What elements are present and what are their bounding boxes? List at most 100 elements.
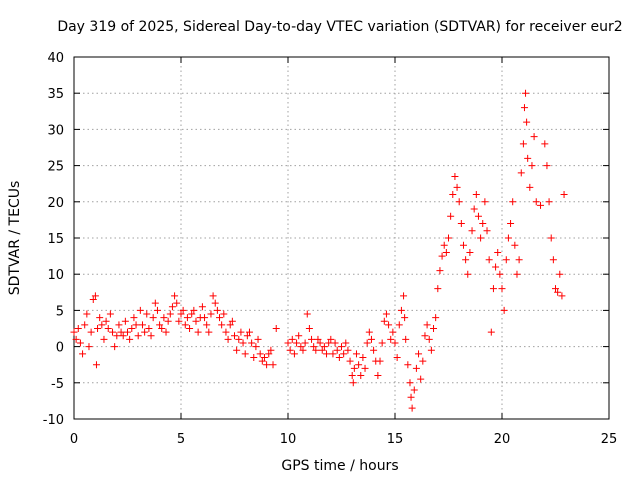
data-point <box>181 321 189 329</box>
data-point <box>209 292 217 300</box>
data-point <box>440 241 448 249</box>
data-point <box>224 335 232 343</box>
data-point <box>455 198 463 206</box>
y-tick-label: 40 <box>47 51 64 66</box>
data-point <box>252 343 260 351</box>
data-point <box>558 292 566 300</box>
data-point <box>250 353 258 361</box>
data-points <box>70 89 568 412</box>
data-point <box>474 212 482 220</box>
data-point <box>203 321 211 329</box>
data-point <box>218 321 226 329</box>
data-point <box>407 393 415 401</box>
data-point <box>459 241 467 249</box>
data-point <box>288 335 296 343</box>
data-point <box>295 332 303 340</box>
data-point <box>361 364 369 372</box>
y-tick-label: 20 <box>47 196 64 211</box>
data-point <box>228 317 236 325</box>
data-point <box>434 285 442 293</box>
x-tick-label: 0 <box>70 432 78 447</box>
data-point <box>492 263 500 271</box>
data-point <box>374 372 382 380</box>
data-point <box>205 328 213 336</box>
data-point <box>498 285 506 293</box>
data-point <box>494 248 502 256</box>
data-point <box>192 317 200 325</box>
data-point <box>263 361 271 369</box>
y-tick-label: 35 <box>47 87 64 102</box>
data-point <box>401 314 409 322</box>
data-point <box>162 328 170 336</box>
data-point <box>164 317 172 325</box>
data-point <box>511 241 519 249</box>
data-point <box>121 317 129 325</box>
data-point <box>528 162 536 170</box>
data-point <box>335 353 343 361</box>
data-point <box>442 248 450 256</box>
data-point <box>320 343 328 351</box>
data-point <box>100 335 108 343</box>
data-point <box>179 306 187 314</box>
data-point <box>445 234 452 242</box>
data-point <box>201 314 209 322</box>
data-point <box>427 346 435 354</box>
data-point <box>417 375 425 383</box>
data-point <box>333 346 341 354</box>
data-point <box>425 335 433 343</box>
data-point <box>239 339 247 347</box>
data-point <box>186 325 194 332</box>
data-point <box>421 332 429 340</box>
data-point <box>436 267 444 275</box>
data-point <box>226 321 234 329</box>
data-point <box>297 343 305 351</box>
data-point <box>357 372 365 380</box>
data-point <box>359 353 367 361</box>
data-point <box>267 346 275 354</box>
data-point <box>153 306 161 314</box>
x-tick-labels: 0 5 10 15 20 25 <box>70 432 617 447</box>
data-point <box>147 332 155 340</box>
data-point <box>136 306 144 314</box>
data-point <box>128 325 136 332</box>
data-point <box>329 350 337 358</box>
data-point <box>543 162 551 170</box>
data-point <box>143 310 151 318</box>
data-point <box>464 270 472 278</box>
data-point <box>355 361 363 369</box>
data-point <box>183 314 191 322</box>
data-point <box>352 350 360 358</box>
data-point <box>350 364 358 372</box>
data-point <box>115 321 123 329</box>
data-point <box>269 361 277 369</box>
data-point <box>171 292 179 300</box>
data-point <box>349 379 357 387</box>
data-point <box>303 310 311 318</box>
x-tick-label: 20 <box>494 432 511 447</box>
data-point <box>241 350 249 358</box>
data-point <box>363 339 371 347</box>
data-point <box>378 339 386 347</box>
data-point <box>523 118 531 126</box>
data-point <box>537 201 545 209</box>
data-point <box>243 332 251 340</box>
data-point <box>96 314 104 322</box>
data-point <box>507 220 515 228</box>
data-point <box>134 332 142 340</box>
y-tick-label: 10 <box>47 268 64 283</box>
data-point <box>520 104 528 112</box>
data-point <box>83 310 91 318</box>
data-point <box>532 198 540 206</box>
data-point <box>479 220 487 228</box>
data-point <box>299 346 307 354</box>
data-point <box>216 314 224 322</box>
data-point <box>220 310 228 318</box>
data-point <box>547 234 555 242</box>
data-point <box>94 325 102 332</box>
data-point <box>265 350 273 358</box>
data-point <box>500 306 508 314</box>
data-point <box>104 325 112 332</box>
data-point <box>346 357 354 365</box>
data-point <box>98 321 106 329</box>
data-point <box>290 350 298 358</box>
